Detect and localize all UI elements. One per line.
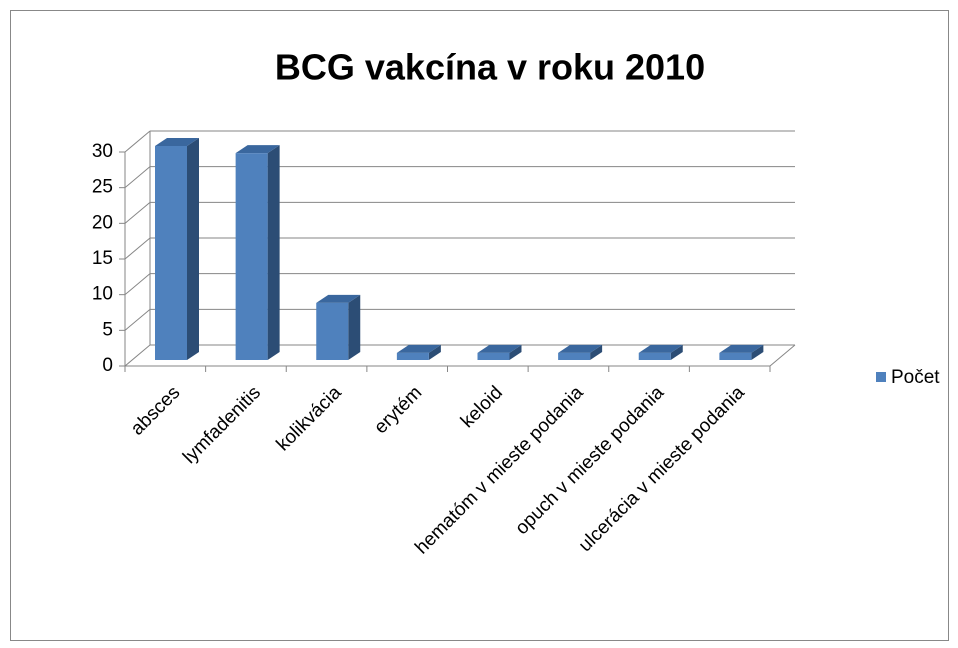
chart-title: BCG vakcína v roku 2010 bbox=[275, 47, 705, 88]
bar-front bbox=[235, 153, 268, 360]
bar-side bbox=[348, 294, 361, 360]
bar-front bbox=[396, 352, 429, 360]
y-tick-label: 20 bbox=[92, 212, 113, 233]
bar bbox=[396, 344, 441, 360]
bar-side bbox=[267, 145, 280, 360]
bar-top bbox=[396, 344, 441, 353]
bar bbox=[638, 344, 683, 360]
grid-line bbox=[124, 237, 151, 260]
y-tick-label: 30 bbox=[92, 141, 113, 162]
y-tick-label: 10 bbox=[92, 284, 113, 305]
grid-line bbox=[124, 130, 151, 153]
bar-side bbox=[670, 344, 683, 360]
y-tick-label: 15 bbox=[92, 248, 113, 269]
bar-front bbox=[477, 352, 510, 360]
bar-side bbox=[428, 344, 441, 360]
y-tick-label: 25 bbox=[92, 177, 113, 198]
bar-top bbox=[638, 344, 683, 353]
bar bbox=[477, 344, 522, 360]
bar-side bbox=[509, 344, 522, 360]
bar-top bbox=[235, 145, 280, 154]
grid-line bbox=[124, 166, 151, 189]
legend-label: Počet bbox=[891, 367, 940, 388]
bar-side bbox=[751, 344, 764, 360]
bar-top bbox=[477, 344, 522, 353]
bar-front bbox=[558, 352, 591, 360]
chart-frame bbox=[10, 10, 949, 641]
bar-top bbox=[719, 344, 764, 353]
bar-front bbox=[719, 352, 752, 360]
legend-swatch bbox=[876, 372, 886, 382]
y-tick-label: 0 bbox=[102, 355, 113, 376]
grid-line bbox=[124, 273, 151, 296]
floor-edge bbox=[769, 344, 796, 367]
bar-front bbox=[155, 146, 187, 360]
bar bbox=[719, 344, 764, 360]
bar-front bbox=[638, 352, 671, 360]
grid-line bbox=[124, 344, 151, 367]
bar-top bbox=[316, 294, 361, 303]
bar bbox=[316, 294, 361, 360]
bar-side bbox=[590, 344, 603, 360]
bar-top bbox=[155, 138, 199, 146]
bar bbox=[235, 145, 280, 360]
grid-line bbox=[124, 308, 151, 331]
grid-line bbox=[124, 201, 151, 224]
bar bbox=[558, 344, 603, 360]
bar-top bbox=[558, 344, 603, 353]
bar bbox=[155, 138, 199, 360]
bar-front bbox=[316, 302, 349, 360]
y-tick-label: 5 bbox=[102, 319, 113, 340]
bar-side bbox=[187, 138, 199, 360]
